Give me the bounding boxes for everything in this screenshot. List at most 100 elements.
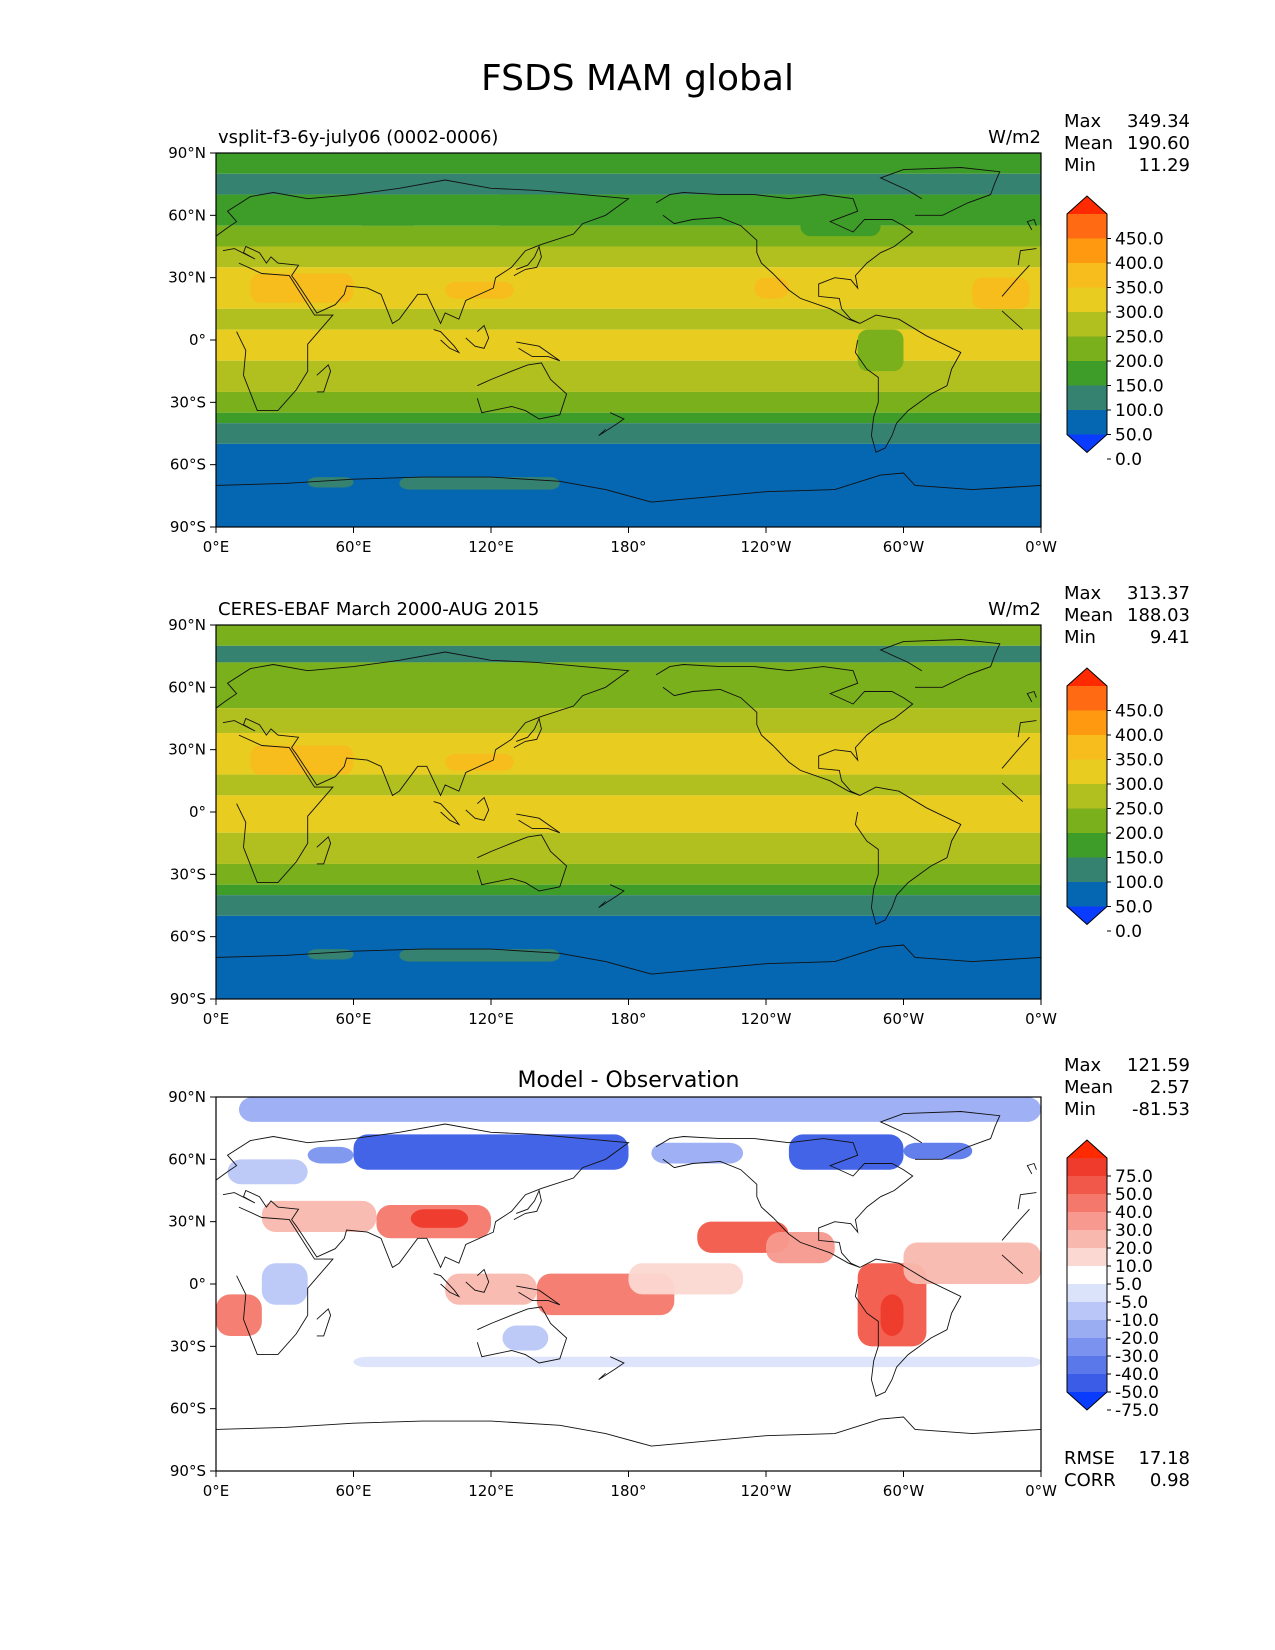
coastline-sumatra [433,1273,461,1298]
coastline-sumatra [433,329,461,354]
coastline-australia [476,834,568,892]
field-patch [754,277,789,299]
colorbar-cell [1067,1212,1107,1230]
colorbar-label: 50.0 [1115,426,1153,446]
colorbar-cell [1067,214,1107,239]
coastline-antarctica [216,1416,1041,1471]
colorbar-label: 50.0 [1115,898,1153,918]
panel-units: W/m2 [988,599,1041,620]
field-band [216,625,1041,646]
field-anomaly [502,1325,549,1351]
colorbar-label: 450.0 [1115,702,1164,722]
lon-tick-label: 120°E [468,1482,514,1500]
colorbar-cell [1067,1176,1107,1194]
colorbar-cell [1067,759,1107,784]
coastline-greenland [879,639,1001,688]
coastline-madagascar [316,364,332,393]
figure-title: FSDS MAM global [481,58,794,99]
lon-tick-label: 60°W [883,538,925,556]
colorbar-label: -30.0 [1115,1347,1159,1367]
field-band [216,443,1041,527]
lon-tick-label: 60°W [883,1482,925,1500]
field-anomaly [307,1146,354,1164]
field-anomaly [410,1209,469,1228]
coastline-greenland [879,1111,1001,1160]
field-patch [307,477,354,488]
colorbar-cell [1067,1374,1107,1392]
map-panel-1: 90°N 60°N 30°N 0° 30°S 60°S 90°S 0°E 60°E 120°E 18… [168,111,1190,556]
colorbar-cell [1067,882,1107,907]
lon-tick-label: 0°W [1025,1482,1057,1500]
lat-tick-label: 90°N [168,1088,206,1106]
field-band [216,895,1041,916]
colorbar-extend-max [1067,1140,1107,1158]
colorbar-extend-max [1067,668,1107,686]
lat-tick-label: 30°N [168,1213,206,1231]
colorbar-label: -20.0 [1115,1329,1159,1349]
lon-tick-label: 180° [610,538,646,556]
stat-value: 9.41 [1150,627,1190,648]
lon-tick-label: 120°W [741,1482,792,1500]
lon-tick-label: 0°W [1025,538,1057,556]
stat-label: Min [1064,1099,1096,1120]
field-patch [307,949,354,960]
field-patch [250,273,354,303]
colorbar-label: 30.0 [1115,1221,1153,1241]
colorbar-label: 200.0 [1115,352,1164,372]
colorbar-label: 10.0 [1115,1257,1153,1277]
colorbar-label: 40.0 [1115,1203,1153,1223]
coastline-eurasia [1017,720,1037,738]
colorbar-label: -10.0 [1115,1311,1159,1331]
coastline-eurasia [216,179,630,325]
field-anomaly [651,1142,744,1164]
colorbar-cell [1067,1338,1107,1356]
colorbar-label: 350.0 [1115,751,1164,771]
coastline-africa [1001,264,1030,297]
field-anomaly [788,1134,904,1170]
colorbar-cell [1067,410,1107,435]
coastline-africa [236,1206,334,1356]
stat-value: 2.57 [1150,1077,1190,1098]
metric-value: 0.98 [1150,1470,1190,1491]
panel-title-left: CERES-EBAF March 2000-AUG 2015 [218,599,539,620]
map-field [216,153,1041,527]
field-band [216,360,1041,392]
stat-label: Mean [1064,1077,1113,1098]
colorbar-label: -50.0 [1115,1383,1159,1403]
coastline-africa [236,734,334,884]
lon-tick-label: 180° [610,1482,646,1500]
field-band [216,173,1041,195]
field-anomaly [880,1294,904,1336]
coastline-antarctica [216,944,1041,999]
metric-label: RMSE [1064,1448,1115,1469]
coastline-africa [1001,310,1024,330]
field-patch [491,194,583,226]
lat-tick-label: 30°S [170,1337,206,1355]
lon-tick-label: 60°E [335,1010,371,1028]
coastline-newguinea [516,813,561,834]
colorbar-cell [1067,1248,1107,1266]
metric-label: CORR [1064,1470,1116,1491]
coastline-madagascar [316,1308,332,1337]
field-band [216,884,1041,896]
colorbar-cell [1067,385,1107,410]
lon-tick-label: 0°E [203,1482,230,1500]
field-patch [857,329,904,372]
lat-tick-label: 30°N [168,741,206,759]
lat-tick-label: 30°S [170,865,206,883]
colorbar-cell [1067,686,1107,711]
map-field [216,1097,1041,1471]
field-anomaly [227,1159,308,1185]
lon-tick-label: 0°W [1025,1010,1057,1028]
lon-tick-label: 60°E [335,1482,371,1500]
coastline-namerica [655,1136,914,1268]
field-anomaly [445,1273,537,1305]
colorbar-label: -75.0 [1115,1401,1159,1421]
field-anomaly [261,1263,308,1305]
panel-title-left: vsplit-f3-6y-july06 (0002-0006) [218,127,498,148]
lat-tick-label: 0° [189,1275,206,1293]
coastline-borneo [465,796,490,821]
coastline-newzealand [598,412,625,436]
stat-label: Max [1064,111,1102,132]
